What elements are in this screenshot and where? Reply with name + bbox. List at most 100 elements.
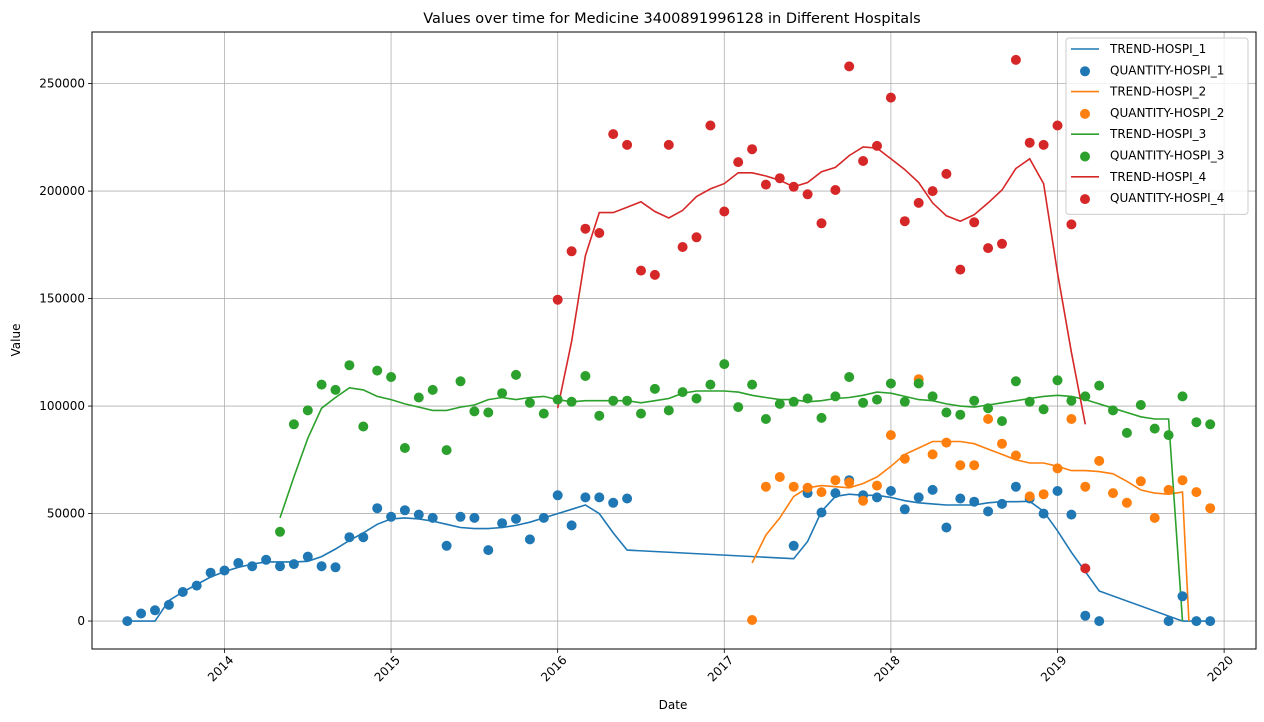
point-hospi-3	[885, 378, 896, 389]
point-hospi-3	[844, 372, 855, 382]
point-hospi-4	[1052, 120, 1063, 131]
x-tick-label: 2017	[705, 653, 736, 684]
point-hospi-4	[955, 264, 966, 275]
point-hospi-3	[802, 393, 813, 404]
point-hospi-4	[816, 218, 827, 229]
point-hospi-1	[358, 532, 369, 543]
point-hospi-1	[608, 497, 619, 508]
point-hospi-1	[455, 511, 466, 522]
point-hospi-2	[1010, 450, 1021, 461]
legend-marker-swatch	[1080, 66, 1090, 77]
point-hospi-4	[1010, 54, 1021, 65]
point-hospi-1	[302, 551, 313, 562]
legend-marker-swatch	[1080, 151, 1090, 162]
x-tick-label: 2019	[1038, 653, 1069, 684]
point-hospi-3	[302, 405, 313, 416]
x-tick-label: 2014	[205, 653, 236, 684]
point-hospi-3	[1135, 400, 1146, 410]
point-hospi-3	[983, 403, 994, 414]
point-hospi-4	[552, 294, 563, 305]
y-tick-label: 250000	[39, 77, 85, 91]
point-hospi-3	[552, 394, 563, 405]
point-hospi-3	[691, 393, 702, 404]
point-hospi-3	[899, 396, 910, 407]
point-hospi-3	[483, 407, 494, 418]
point-hospi-3	[1121, 427, 1132, 438]
point-hospi-3	[1066, 395, 1077, 406]
point-hospi-1	[997, 498, 1007, 509]
point-hospi-3	[386, 372, 397, 382]
point-hospi-3	[858, 397, 869, 408]
point-hospi-2	[1121, 497, 1132, 508]
point-hospi-3	[413, 392, 424, 403]
point-hospi-1	[622, 493, 633, 504]
point-hospi-1	[1205, 616, 1216, 627]
point-hospi-2	[1205, 503, 1216, 514]
point-hospi-1	[524, 534, 535, 545]
point-hospi-1	[816, 507, 827, 518]
point-hospi-1	[1080, 610, 1091, 621]
point-hospi-4	[1066, 219, 1077, 230]
point-hospi-4	[622, 139, 633, 150]
point-hospi-3	[524, 397, 535, 408]
point-hospi-4	[983, 243, 994, 254]
point-hospi-4	[1038, 139, 1049, 150]
point-hospi-3	[955, 409, 966, 420]
legend-marker-swatch	[1080, 108, 1090, 119]
point-hospi-2	[1094, 455, 1105, 466]
point-hospi-2	[1135, 476, 1146, 487]
point-hospi-1	[885, 486, 896, 496]
point-hospi-4	[913, 197, 924, 208]
point-hospi-3	[1163, 430, 1174, 441]
point-hospi-1	[1094, 616, 1105, 627]
point-hospi-2	[941, 437, 952, 448]
legend-label: QUANTITY-HOSPI_2	[1110, 106, 1224, 120]
point-hospi-2	[885, 430, 896, 441]
point-hospi-1	[497, 518, 508, 529]
point-hospi-2	[816, 487, 827, 498]
point-hospi-4	[885, 92, 896, 103]
point-hospi-3	[760, 414, 771, 424]
point-hospi-2	[858, 495, 869, 506]
point-hospi-4	[872, 140, 882, 151]
point-hospi-1	[538, 512, 549, 523]
legend-label: TREND-HOSPI_2	[1109, 85, 1206, 99]
point-hospi-1	[566, 520, 577, 531]
point-hospi-1	[955, 493, 966, 504]
point-hospi-1	[1052, 486, 1063, 496]
point-hospi-3	[705, 379, 716, 390]
x-tick-label: 2015	[372, 653, 403, 684]
point-hospi-1	[552, 490, 563, 501]
point-hospi-4	[997, 238, 1007, 249]
point-hospi-3	[427, 384, 438, 395]
point-hospi-1	[580, 492, 591, 503]
y-tick-label: 200000	[39, 184, 85, 198]
point-hospi-3	[1149, 423, 1160, 434]
point-hospi-2	[1149, 512, 1160, 523]
point-hospi-3	[344, 360, 355, 371]
point-hospi-3	[830, 391, 841, 402]
point-hospi-4	[649, 269, 660, 280]
point-hospi-4	[677, 242, 688, 252]
point-hospi-2	[872, 480, 882, 491]
plot-frame	[91, 31, 1257, 650]
point-hospi-1	[1066, 509, 1077, 520]
point-hospi-3	[580, 371, 591, 381]
point-hospi-3	[1010, 376, 1021, 387]
point-hospi-1	[427, 512, 438, 523]
point-hospi-3	[719, 359, 730, 370]
legend-label: TREND-HOSPI_3	[1109, 127, 1206, 141]
x-tick-label: 2016	[538, 653, 569, 684]
point-hospi-3	[608, 395, 619, 406]
point-hospi-1	[150, 605, 160, 616]
point-hospi-3	[663, 405, 674, 416]
point-hospi-2	[1024, 491, 1035, 502]
chart-title: Values over time for Medicine 3400891996…	[423, 11, 920, 27]
grid	[92, 32, 1256, 649]
point-hospi-4	[608, 129, 619, 140]
point-hospi-4	[760, 179, 771, 190]
point-hospi-4	[566, 246, 577, 257]
point-hospi-4	[774, 173, 785, 184]
point-hospi-1	[330, 562, 341, 573]
point-hospi-1	[316, 561, 327, 572]
